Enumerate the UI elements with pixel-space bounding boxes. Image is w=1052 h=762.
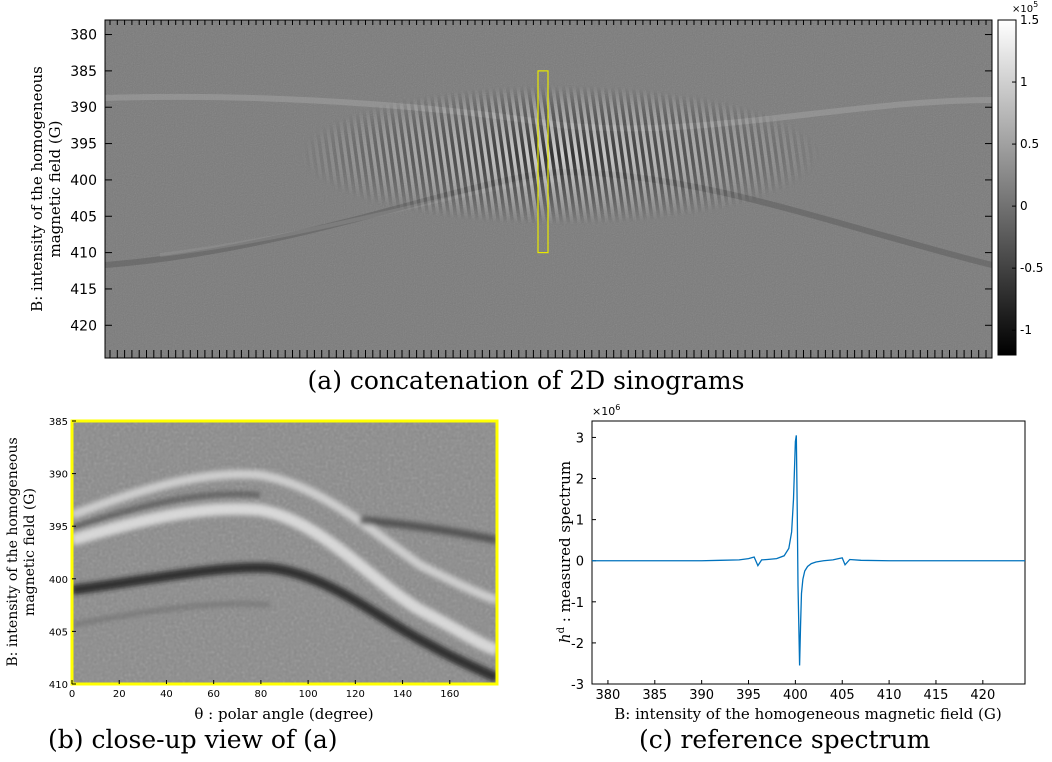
panel-c-x-tick-label: 405 <box>830 688 855 703</box>
panel-a-y-tick-label: 380 <box>70 28 97 44</box>
panel-a-ylabel-line2: magnetic field (G) <box>46 120 64 257</box>
panel-a-colorbar-tick-label: 1 <box>1020 75 1028 89</box>
panel-a-colorbar-ticks: 1.5 1 0.5 0 -0.5 -1 <box>1012 13 1043 337</box>
panel-c-xlabel: B: intensity of the homogeneous magnetic… <box>614 705 1001 723</box>
panel-b-x-tick-label: 40 <box>160 689 173 700</box>
panel-a-colorbar-tick-label: 0.5 <box>1020 137 1039 151</box>
panel-c-x-tick-label: 380 <box>596 688 621 703</box>
panel-b-x-tick-label: 80 <box>255 689 268 700</box>
panel-c-y-tick-label: 2 <box>576 473 584 488</box>
panel-c-x-ticks: 380 385 390 395 400 405 410 415 420 <box>596 680 995 703</box>
panel-a-y-tick-label: 420 <box>70 318 97 334</box>
panel-a-y-tick-label: 405 <box>70 209 97 225</box>
panel-a-y-tick-label: 390 <box>70 100 97 116</box>
panel-c-x-tick-label: 415 <box>924 688 949 703</box>
panel-a-y-tick-label: 415 <box>70 282 97 298</box>
panel-a-y-ticks: 380 385 390 395 400 405 410 415 420 <box>70 28 992 334</box>
panel-c-x-tick-label: 410 <box>877 688 902 703</box>
panel-a-y-tick-label: 400 <box>70 173 97 189</box>
caption-c: (c) reference spectrum <box>639 725 931 754</box>
panel-a-x-ticks <box>109 20 987 358</box>
panel-b-x-tick-label: 20 <box>113 689 126 700</box>
panel-c-y-tick-label: 0 <box>576 555 584 570</box>
panel-b-y-tick-label: 405 <box>49 627 68 638</box>
panel-a-colorbar-tick-label: 0 <box>1020 199 1028 213</box>
panel-b-y-tick-label: 410 <box>49 680 68 691</box>
panel-c-x-tick-label: 390 <box>689 688 714 703</box>
caption-a: (a) concatenation of 2D sinograms <box>307 366 745 395</box>
panel-a-sinogram-chart: 380 385 390 395 400 405 410 415 420 B: intensity… <box>28 0 1043 359</box>
panel-b-x-tick-label: 100 <box>299 689 318 700</box>
panel-b-x-tick-label: 160 <box>440 689 459 700</box>
panel-c-x-tick-label: 395 <box>736 688 761 703</box>
panel-a-highlight-rect <box>537 70 549 254</box>
panel-b-x-tick-label: 60 <box>207 689 220 700</box>
panel-c-y-tick-label: -1 <box>571 596 584 611</box>
panel-a-highlight-box <box>537 70 549 254</box>
panel-a-colorbar-multiplier: ×105 <box>1012 0 1038 15</box>
panel-c-x-tick-label: 385 <box>642 688 667 703</box>
panel-b-xlabel: θ : polar angle (degree) <box>194 705 373 723</box>
panel-c-y-tick-label: -3 <box>571 678 584 693</box>
panel-a-y-tick-label: 410 <box>70 246 97 262</box>
panel-c-y-tick-label: -2 <box>571 637 584 652</box>
panel-b-x-ticks: 0 20 40 60 80 100 120 140 160 <box>69 680 459 700</box>
panel-b-closeup-chart: 0 20 40 60 80 100 120 140 160 385 390 395 400 405 410… <box>5 417 499 723</box>
panel-a-y-tick-label: 385 <box>70 64 97 80</box>
panel-b-y-tick-label: 400 <box>49 575 68 586</box>
panel-b-y-tick-label: 390 <box>49 470 68 481</box>
panel-a-colorbar-tick-label: -1 <box>1020 323 1032 337</box>
panel-c-y-tick-label: 3 <box>576 431 584 446</box>
panel-b-y-tick-label: 385 <box>49 417 68 428</box>
panel-c-x-tick-label: 420 <box>970 688 995 703</box>
panel-c-series-line <box>592 435 1025 666</box>
panel-b-x-tick-label: 0 <box>69 689 75 700</box>
panel-a-colorbar <box>997 19 1017 356</box>
panel-b-y-tick-label: 395 <box>49 522 68 533</box>
panel-c-y-ticks: 3 2 1 0 -1 -2 -3 <box>571 431 596 693</box>
panel-b-y-ticks: 385 390 395 400 405 410 <box>49 417 76 691</box>
caption-b: (b) close-up view of (a) <box>48 725 338 754</box>
panel-b-ylabel-line2: magnetic field (G) <box>22 488 38 616</box>
panel-a-ylabel-line1: B: intensity of the homogeneous <box>28 66 46 312</box>
panel-a-colorbar-tick-label: 1.5 <box>1020 13 1039 27</box>
panel-a-y-tick-label: 395 <box>70 137 97 153</box>
panel-c-y-tick-label: 1 <box>576 514 584 529</box>
panel-b-x-tick-label: 120 <box>346 689 365 700</box>
panel-c-multiplier: ×106 <box>592 403 620 418</box>
panel-c-x-tick-label: 400 <box>783 688 808 703</box>
panel-c-ylabel: hd : measured spectrum <box>556 461 574 643</box>
panel-a-colorbar-tick-label: -0.5 <box>1020 261 1043 275</box>
panel-c-spectrum-chart: 380 385 390 395 400 405 410 415 420 3 2 1 0 -1 -2 -3 ×… <box>556 403 1026 723</box>
panel-b-ylabel-line1: B: intensity of the homogeneous <box>5 437 21 666</box>
panel-b-x-tick-label: 140 <box>393 689 412 700</box>
